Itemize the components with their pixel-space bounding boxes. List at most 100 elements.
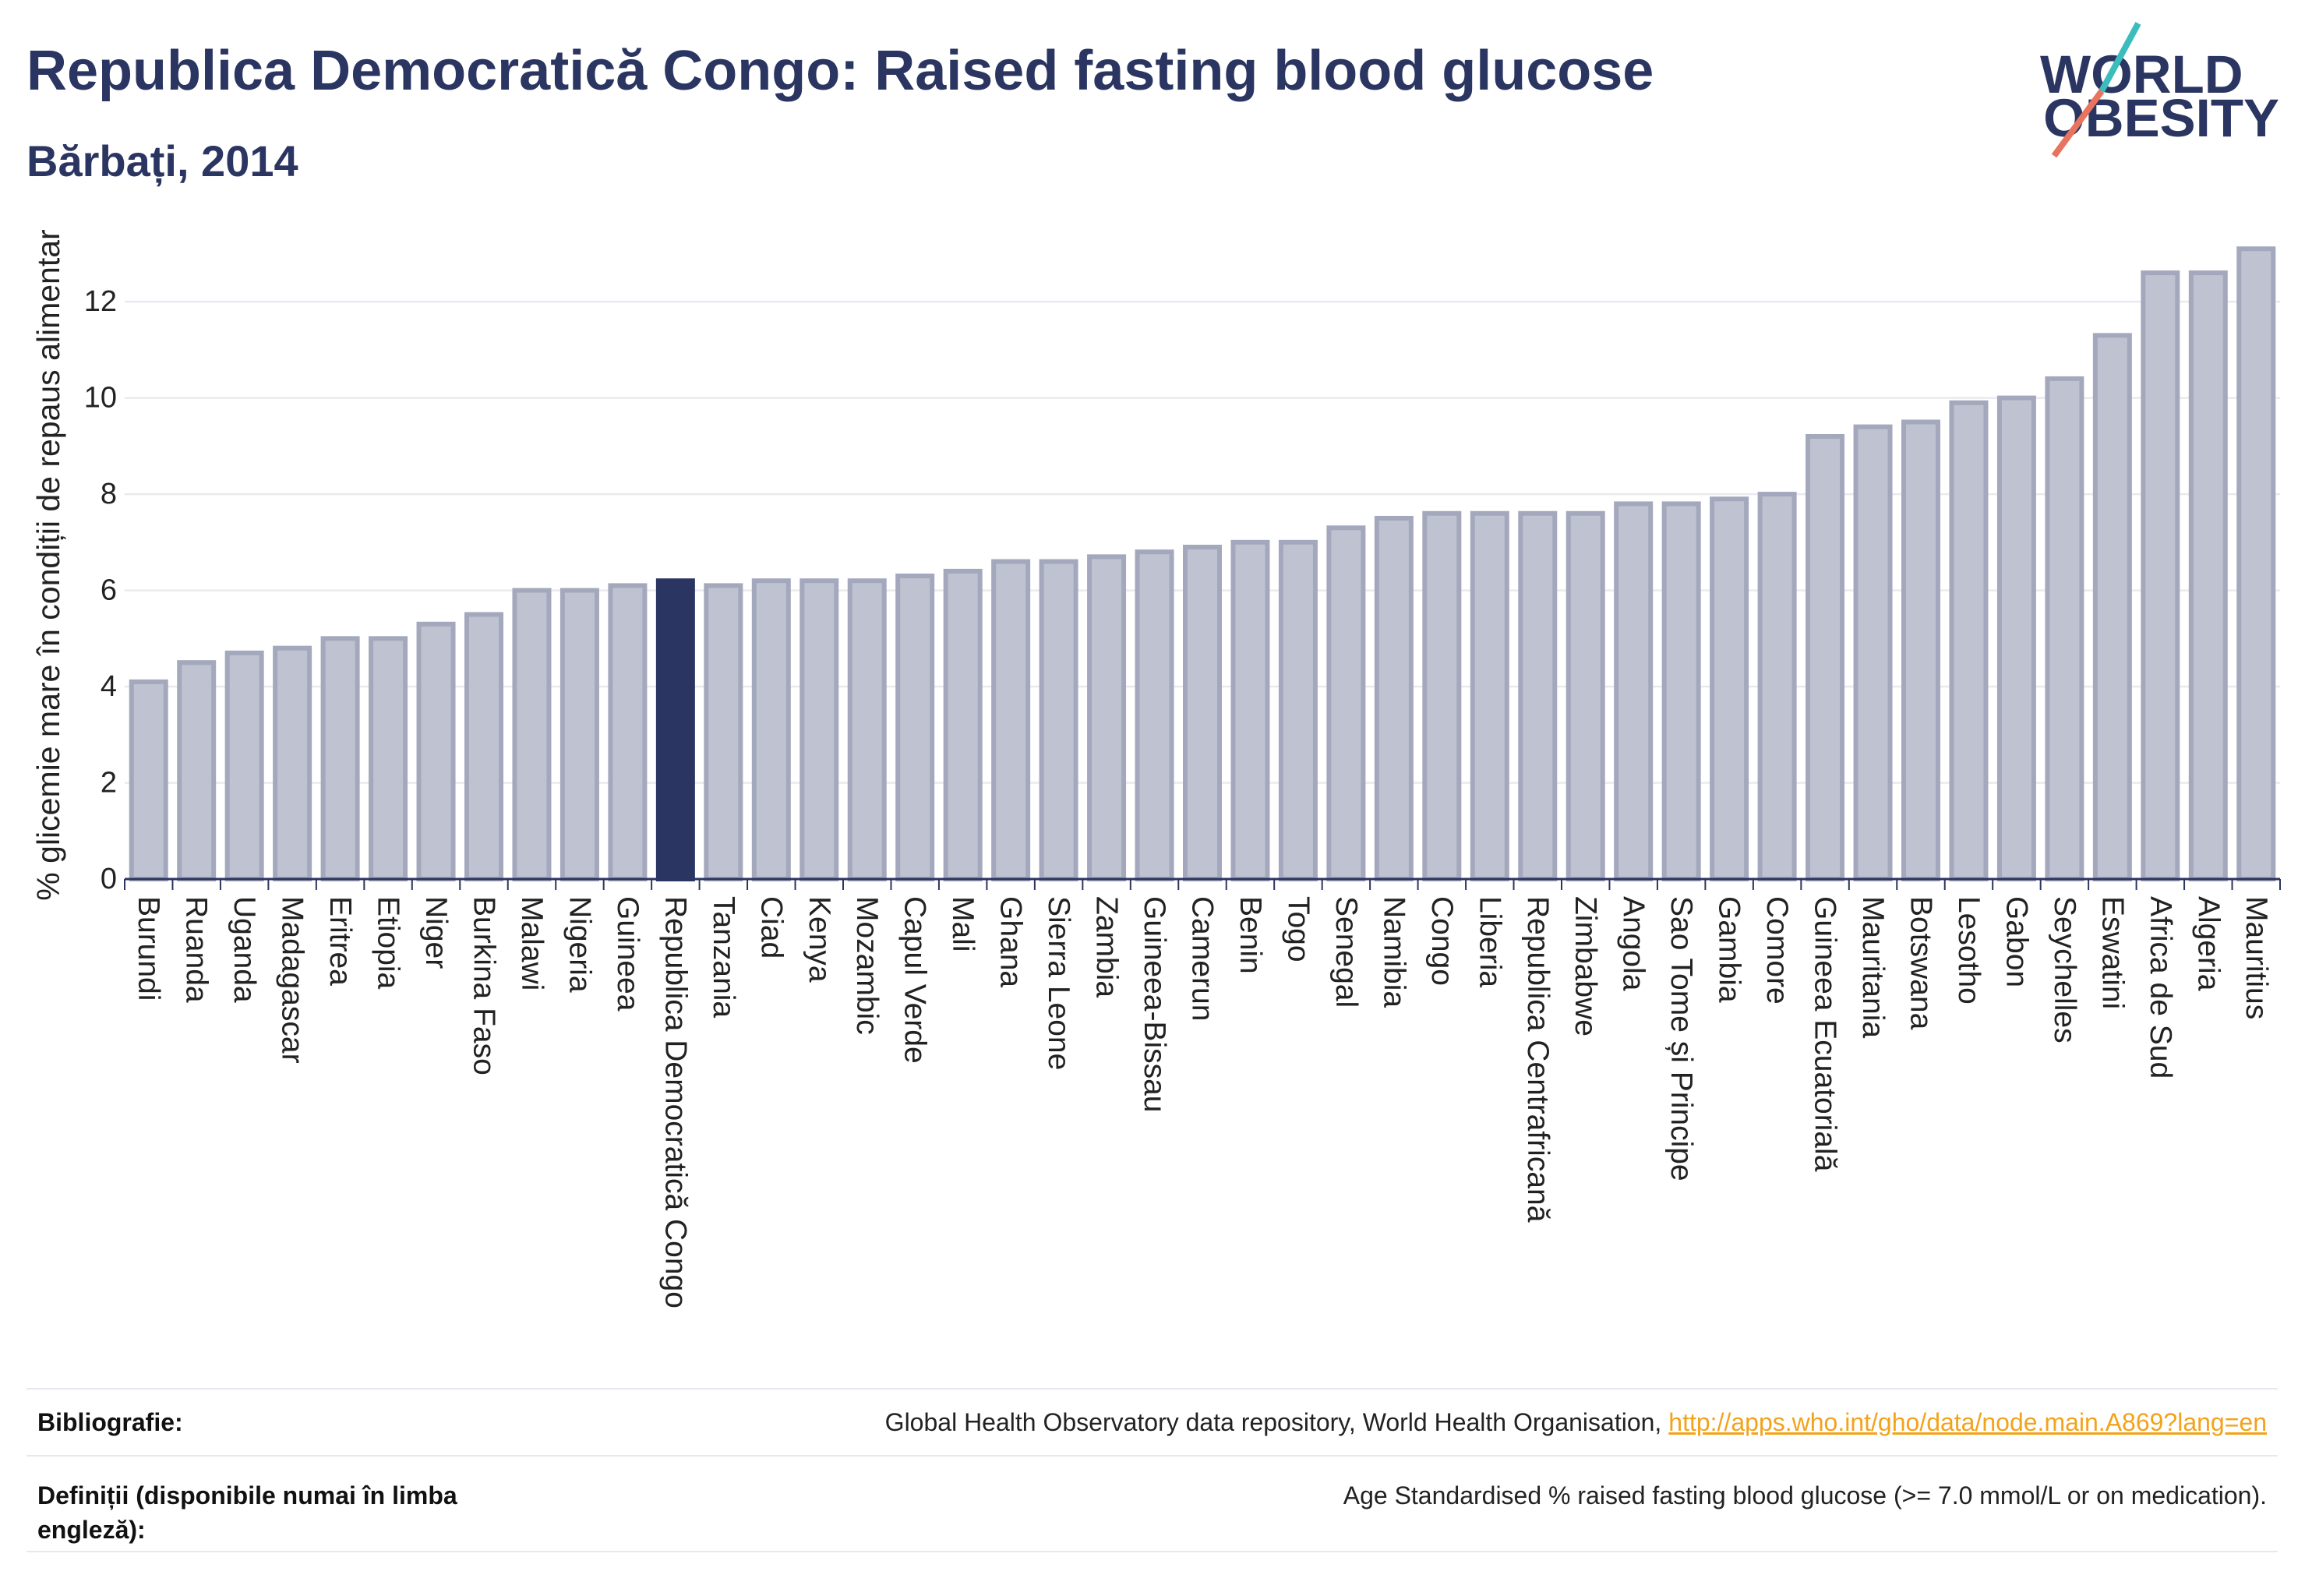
logo-word-world: WORLD <box>2040 44 2243 104</box>
bar-ruanda <box>177 660 217 881</box>
x-tick-label: Algeria <box>2191 896 2225 991</box>
bibliography-link[interactable]: http://apps.who.int/gho/data/node.main.A… <box>1668 1408 2267 1436</box>
bar-etiopia <box>369 636 408 881</box>
x-tick-label: Tanzania <box>707 896 740 1018</box>
bar-eswatini <box>2092 333 2132 881</box>
x-tick-label: Sierra Leone <box>1042 896 1075 1070</box>
y-axis-title: % glicemie mare în condiții de repaus al… <box>30 229 66 900</box>
bar-gambia <box>1710 496 1749 881</box>
x-tick-label: Benin <box>1234 896 1267 974</box>
x-tick-label: Republica Centrafricană <box>1521 896 1555 1223</box>
bar-nigeria <box>559 588 599 882</box>
bar-burkina-faso <box>464 612 503 881</box>
x-tick-label: Ghana <box>994 896 1028 987</box>
bar-lesotho <box>1949 400 1989 881</box>
x-tick-label: Sao Tome și Principe <box>1664 896 1698 1181</box>
page-subtitle: Bărbați, 2014 <box>26 136 298 185</box>
bar-comore <box>1757 492 1797 882</box>
x-axis: Burundi Ruanda Uganda Madagascar Eritrea Etio… <box>124 877 2281 1308</box>
x-tick-label: Nigeria <box>563 896 596 993</box>
definitions-text: Age Standardised % raised fasting blood … <box>1343 1481 2267 1509</box>
bar-chart: Burundi Ruanda Uganda Madagascar Eritrea Etio… <box>30 229 2281 1308</box>
x-tick-label: Comore <box>1760 896 1794 1005</box>
x-tick-label: Namibia <box>1377 896 1410 1008</box>
bar-liberia <box>1470 510 1509 881</box>
bar-uganda <box>224 650 264 882</box>
x-tick-label: Capul Verde <box>898 896 932 1064</box>
x-tick-label: Republica Democratică Congo <box>658 896 692 1308</box>
x-tick-label: Togo <box>1281 896 1315 962</box>
bar-mauritania <box>1853 424 1893 881</box>
bar-togo <box>1278 539 1318 882</box>
bar-angola <box>1614 501 1654 881</box>
logo-slash-bottom <box>2051 89 2105 158</box>
x-tick-label: Kenya <box>803 896 836 983</box>
x-tick-label: Congo <box>1425 896 1459 986</box>
x-tick-label: Zambia <box>1090 896 1124 998</box>
x-tick-label: Ciad <box>754 896 788 959</box>
bars <box>129 246 2276 882</box>
bar-mali <box>943 568 983 881</box>
x-tick-label: Camerun <box>1186 896 1220 1021</box>
y-tick-label: 0 <box>101 863 117 895</box>
x-tick-label: Seychelles <box>2048 896 2081 1043</box>
bibliography-text: Global Health Observatory data repositor… <box>884 1408 1662 1436</box>
x-tick-label: Guineea-Bissau <box>1138 896 1171 1113</box>
bar-camerun <box>1183 545 1222 881</box>
bar-guineea-ecuatoriala <box>1806 434 1845 881</box>
bar-malawi <box>512 588 552 882</box>
x-tick-label: Malawi <box>515 896 549 990</box>
bar-ciad <box>751 578 791 882</box>
bibliography-label: Bibliografie: <box>37 1408 183 1436</box>
y-tick-label: 6 <box>101 574 117 607</box>
bar-republica-democratica-congo-highlighted <box>655 578 695 882</box>
page-title: Republica Democratică Congo: Raised fast… <box>26 40 1654 102</box>
bar-senegal <box>1326 525 1366 881</box>
y-tick-label: 10 <box>84 382 117 415</box>
bar-sao-tome-si-principe <box>1661 501 1701 881</box>
bibliography-row: Bibliografie: Global Health Observatory … <box>26 1388 2278 1455</box>
definitions-label: Definiții (disponibile numai în limba en… <box>37 1481 457 1544</box>
bar-gabon <box>1996 395 2036 881</box>
x-tick-label: Etiopia <box>372 896 405 990</box>
y-tick-label: 8 <box>101 478 117 510</box>
bar-eritrea <box>320 636 360 881</box>
x-tick-label: Mauritius <box>2240 896 2273 1019</box>
x-tick-label: Eritrea <box>323 896 357 986</box>
x-tick-label: Zimbabwe <box>1569 896 1602 1036</box>
bar-africa-de-sud <box>2141 270 2180 881</box>
x-tick-label: Guineea Ecuatorială <box>1809 896 1842 1172</box>
bar-guineea <box>608 583 648 881</box>
bar-botswana <box>1901 419 1940 881</box>
x-tick-label: Ruanda <box>180 896 214 1003</box>
bar-niger <box>416 621 456 881</box>
bar-algeria <box>2188 270 2228 881</box>
bar-seychelles <box>2045 376 2084 882</box>
bar-ghana <box>991 559 1031 881</box>
x-tick-label: Botswana <box>1904 896 1938 1030</box>
x-tick-label: Guineea <box>611 896 644 1012</box>
bar-republica-centrafricana <box>1518 510 1558 881</box>
x-tick-label: Eswatini <box>2095 896 2129 1009</box>
x-tick-label: Burkina Faso <box>468 896 501 1075</box>
x-tick-label: Niger <box>419 896 453 969</box>
bar-zambia <box>1087 554 1127 881</box>
x-tick-label: Senegal <box>1329 896 1363 1008</box>
logo-slash-top <box>2099 22 2141 93</box>
bibliography-value: Global Health Observatory data repositor… <box>885 1405 2267 1439</box>
bar-sierra-leone <box>1039 559 1078 881</box>
bar-namibia <box>1374 515 1414 882</box>
definitions-row: Definiții (disponibile numai în limba en… <box>26 1455 2278 1552</box>
world-obesity-logo: WORLD OBESITY <box>2040 22 2279 158</box>
footer: Bibliografie: Global Health Observatory … <box>26 1388 2278 1552</box>
bar-madagascar <box>273 645 312 881</box>
bar-capul-verde <box>895 574 935 881</box>
bar-benin <box>1230 539 1270 882</box>
bar-guineea-bissau <box>1135 549 1174 881</box>
x-tick-label: Africa de Sud <box>2144 896 2177 1079</box>
bar-tanzania <box>704 583 743 881</box>
x-tick-label: Lesotho <box>1952 896 1986 1005</box>
x-tick-label: Mauritania <box>1856 896 1890 1038</box>
bar-zimbabwe <box>1565 510 1605 881</box>
y-tick-label: 12 <box>84 285 117 318</box>
